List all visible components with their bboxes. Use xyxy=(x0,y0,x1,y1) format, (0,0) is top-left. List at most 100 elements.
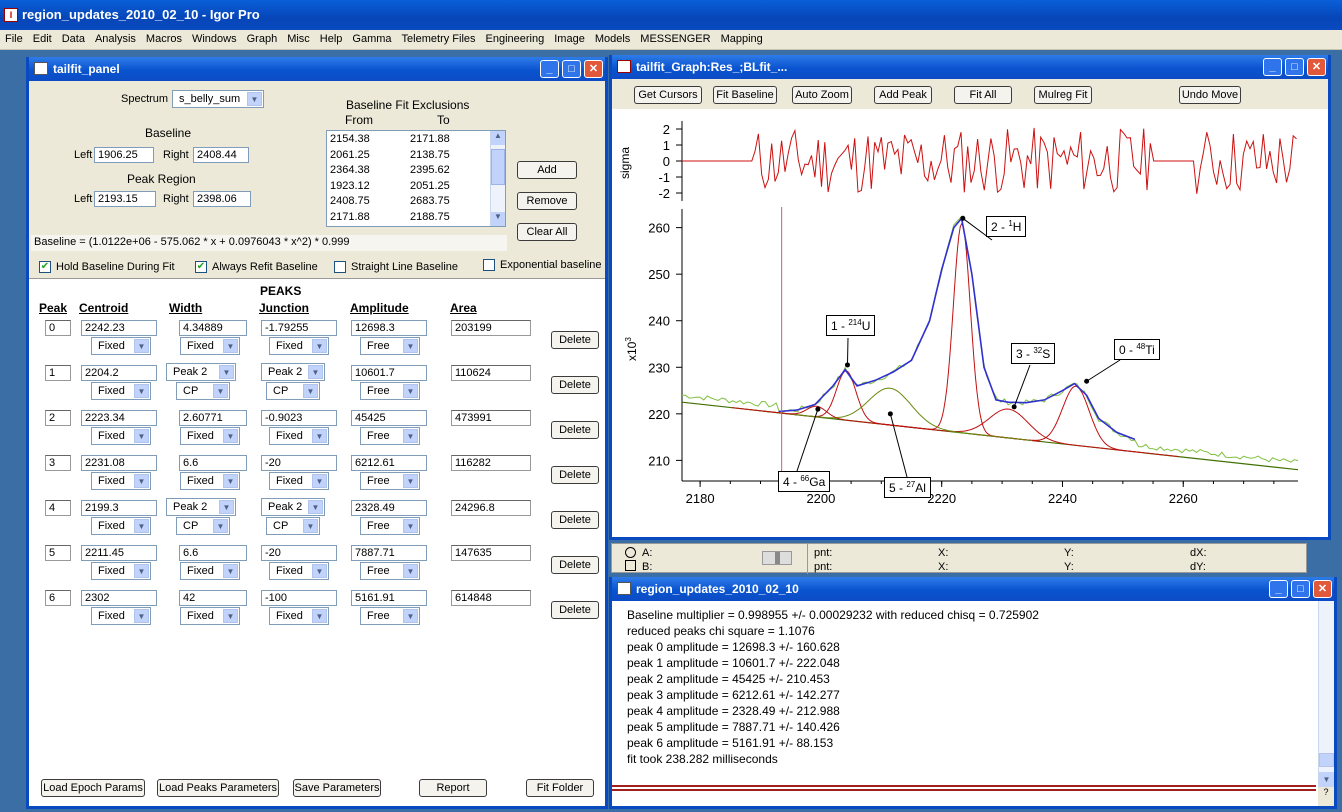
straight-line-checkbox[interactable] xyxy=(334,261,346,273)
menu-file[interactable]: File xyxy=(5,33,23,45)
width-mode-select[interactable]: CP ▼ xyxy=(176,382,230,400)
cursor-a-circle-icon[interactable] xyxy=(625,547,636,558)
junction-mode-select[interactable]: Fixed ▼ xyxy=(269,472,329,490)
centroid-input[interactable]: 2242.23 xyxy=(81,320,157,336)
junction-input[interactable]: -1.79255 xyxy=(261,320,337,336)
width-mode-select[interactable]: Fixed ▼ xyxy=(180,562,240,580)
exponential-checkbox[interactable] xyxy=(483,259,495,271)
centroid-mode-select[interactable]: Fixed ▼ xyxy=(91,562,151,580)
label-ga[interactable]: 4 - 66Ga xyxy=(778,471,831,492)
exclusions-scrollbar[interactable]: ▲ ▼ xyxy=(490,131,505,226)
menu-graph[interactable]: Graph xyxy=(246,33,278,45)
centroid-mode-select[interactable]: Fixed ▼ xyxy=(91,472,151,490)
amplitude-mode-select[interactable]: Free ▼ xyxy=(360,562,420,580)
junction-input[interactable]: -0.9023 xyxy=(261,410,337,426)
mulreg-fit-button[interactable]: Mulreg Fit xyxy=(1034,86,1092,104)
label-s[interactable]: 3 - 32S xyxy=(1011,343,1056,364)
always-refit-checkbox[interactable]: ✔ xyxy=(195,261,207,273)
label-u[interactable]: 1 - 214U xyxy=(826,315,876,336)
cursor-b-square-icon[interactable] xyxy=(625,560,636,571)
fit-folder-button[interactable]: Fit Folder xyxy=(526,779,594,797)
junction-input[interactable]: -100 xyxy=(261,590,337,606)
amplitude-mode-select[interactable]: Free ▼ xyxy=(360,472,420,490)
close-button[interactable]: ✕ xyxy=(584,60,603,78)
width-link-select[interactable]: Peak 2 ▼ xyxy=(166,498,236,516)
width-input[interactable]: 2.60771 xyxy=(179,410,247,426)
exclusion-row[interactable]: 2364.38 2395.62 xyxy=(330,163,505,179)
menu-data[interactable]: Data xyxy=(61,33,85,45)
delete-peak-button[interactable]: Delete xyxy=(551,376,599,394)
width-mode-select[interactable]: Fixed ▼ xyxy=(180,607,240,625)
centroid-mode-select[interactable]: Fixed ▼ xyxy=(91,517,151,535)
auto-zoom-button[interactable]: Auto Zoom xyxy=(792,86,852,104)
centroid-mode-select[interactable]: Fixed ▼ xyxy=(91,337,151,355)
cursor-slider[interactable] xyxy=(762,551,792,565)
maximize-button[interactable]: □ xyxy=(562,60,581,78)
centroid-mode-select[interactable]: Fixed ▼ xyxy=(91,607,151,625)
amplitude-input[interactable]: 12698.3 xyxy=(351,320,427,336)
cursor-slider-thumb[interactable] xyxy=(775,552,780,564)
exclusion-row[interactable]: 2171.88 2188.75 xyxy=(330,210,505,226)
minimize-button[interactable]: _ xyxy=(1263,58,1282,76)
report-button[interactable]: Report xyxy=(419,779,487,797)
junction-mode-select[interactable]: CP ▼ xyxy=(266,382,320,400)
width-input[interactable]: 42 xyxy=(179,590,247,606)
exclusion-row[interactable]: 2154.38 2171.88 xyxy=(330,132,505,148)
add-peak-button[interactable]: Add Peak xyxy=(874,86,932,104)
centroid-input[interactable]: 2199.3 xyxy=(81,500,157,516)
command-line-input[interactable] xyxy=(612,793,1316,806)
fit-baseline-button[interactable]: Fit Baseline xyxy=(713,86,777,104)
junction-link-select[interactable]: Peak 2 ▼ xyxy=(261,498,325,516)
menu-image[interactable]: Image xyxy=(554,33,585,45)
junction-mode-select[interactable]: Fixed ▼ xyxy=(269,337,329,355)
amplitude-input[interactable]: 6212.61 xyxy=(351,455,427,471)
junction-input[interactable]: -20 xyxy=(261,455,337,471)
history-area[interactable]: Baseline multiplier = 0.998955 +/- 0.000… xyxy=(627,607,1317,767)
history-scrollbar[interactable]: ▼ xyxy=(1318,601,1334,787)
plot-area[interactable]: 2180 2200 2220 2240 2260 210 220 230 240 250 260 2 1… xyxy=(612,109,1328,537)
amplitude-input[interactable]: 10601.7 xyxy=(351,365,427,381)
close-button[interactable]: ✕ xyxy=(1313,580,1332,598)
menu-mapping[interactable]: Mapping xyxy=(720,33,763,45)
delete-peak-button[interactable]: Delete xyxy=(551,556,599,574)
scroll-down-icon[interactable]: ▼ xyxy=(1319,772,1334,787)
junction-mode-select[interactable]: Fixed ▼ xyxy=(269,427,329,445)
close-button[interactable]: ✕ xyxy=(1307,58,1326,76)
menu-help[interactable]: Help xyxy=(319,33,343,45)
menu-windows[interactable]: Windows xyxy=(191,33,237,45)
exclusions-list[interactable]: 2154.38 2171.88 2061.25 2138.75 2364.38 2395.… xyxy=(326,130,506,227)
scroll-thumb[interactable] xyxy=(491,149,505,185)
remove-exclusion-button[interactable]: Remove xyxy=(517,192,577,210)
amplitude-mode-select[interactable]: Free ▼ xyxy=(360,517,420,535)
junction-mode-select[interactable]: CP ▼ xyxy=(266,517,320,535)
peak-left-input[interactable]: 2193.15 xyxy=(94,191,156,207)
clear-all-button[interactable]: Clear All xyxy=(517,223,577,241)
hold-baseline-checkbox[interactable]: ✔ xyxy=(39,261,51,273)
width-input[interactable]: 6.6 xyxy=(179,455,247,471)
amplitude-mode-select[interactable]: Free ▼ xyxy=(360,607,420,625)
width-mode-select[interactable]: Fixed ▼ xyxy=(180,472,240,490)
label-ti[interactable]: 0 - 48Ti xyxy=(1114,339,1160,360)
amplitude-input[interactable]: 45425 xyxy=(351,410,427,426)
exclusion-row[interactable]: 2408.75 2683.75 xyxy=(330,194,505,210)
menu-analysis[interactable]: Analysis xyxy=(94,33,136,45)
amplitude-mode-select[interactable]: Free ▼ xyxy=(360,337,420,355)
peak-right-input[interactable]: 2398.06 xyxy=(193,191,251,207)
delete-peak-button[interactable]: Delete xyxy=(551,421,599,439)
spectrum-select[interactable]: s_belly_sum ▼ xyxy=(172,90,264,108)
menu-gamma[interactable]: Gamma xyxy=(352,33,392,45)
label-al[interactable]: 5 - 27Al xyxy=(884,477,931,498)
igor-icon[interactable]: I xyxy=(4,8,18,22)
scroll-thumb[interactable] xyxy=(1319,753,1334,767)
menu-engineering[interactable]: Engineering xyxy=(485,33,545,45)
amplitude-input[interactable]: 5161.91 xyxy=(351,590,427,606)
exclusion-row[interactable]: 1923.12 2051.25 xyxy=(330,179,505,195)
junction-mode-select[interactable]: Fixed ▼ xyxy=(269,562,329,580)
spectrum-plot[interactable]: 2180 2200 2220 2240 226021022023024025026021… xyxy=(612,109,1328,537)
load-epoch-params-button[interactable]: Load Epoch Params xyxy=(41,779,145,797)
amplitude-mode-select[interactable]: Free ▼ xyxy=(360,427,420,445)
get-cursors-button[interactable]: Get Cursors xyxy=(634,86,702,104)
width-input[interactable]: 6.6 xyxy=(179,545,247,561)
width-mode-select[interactable]: Fixed ▼ xyxy=(180,337,240,355)
label-h[interactable]: 2 - 1H xyxy=(986,216,1027,237)
